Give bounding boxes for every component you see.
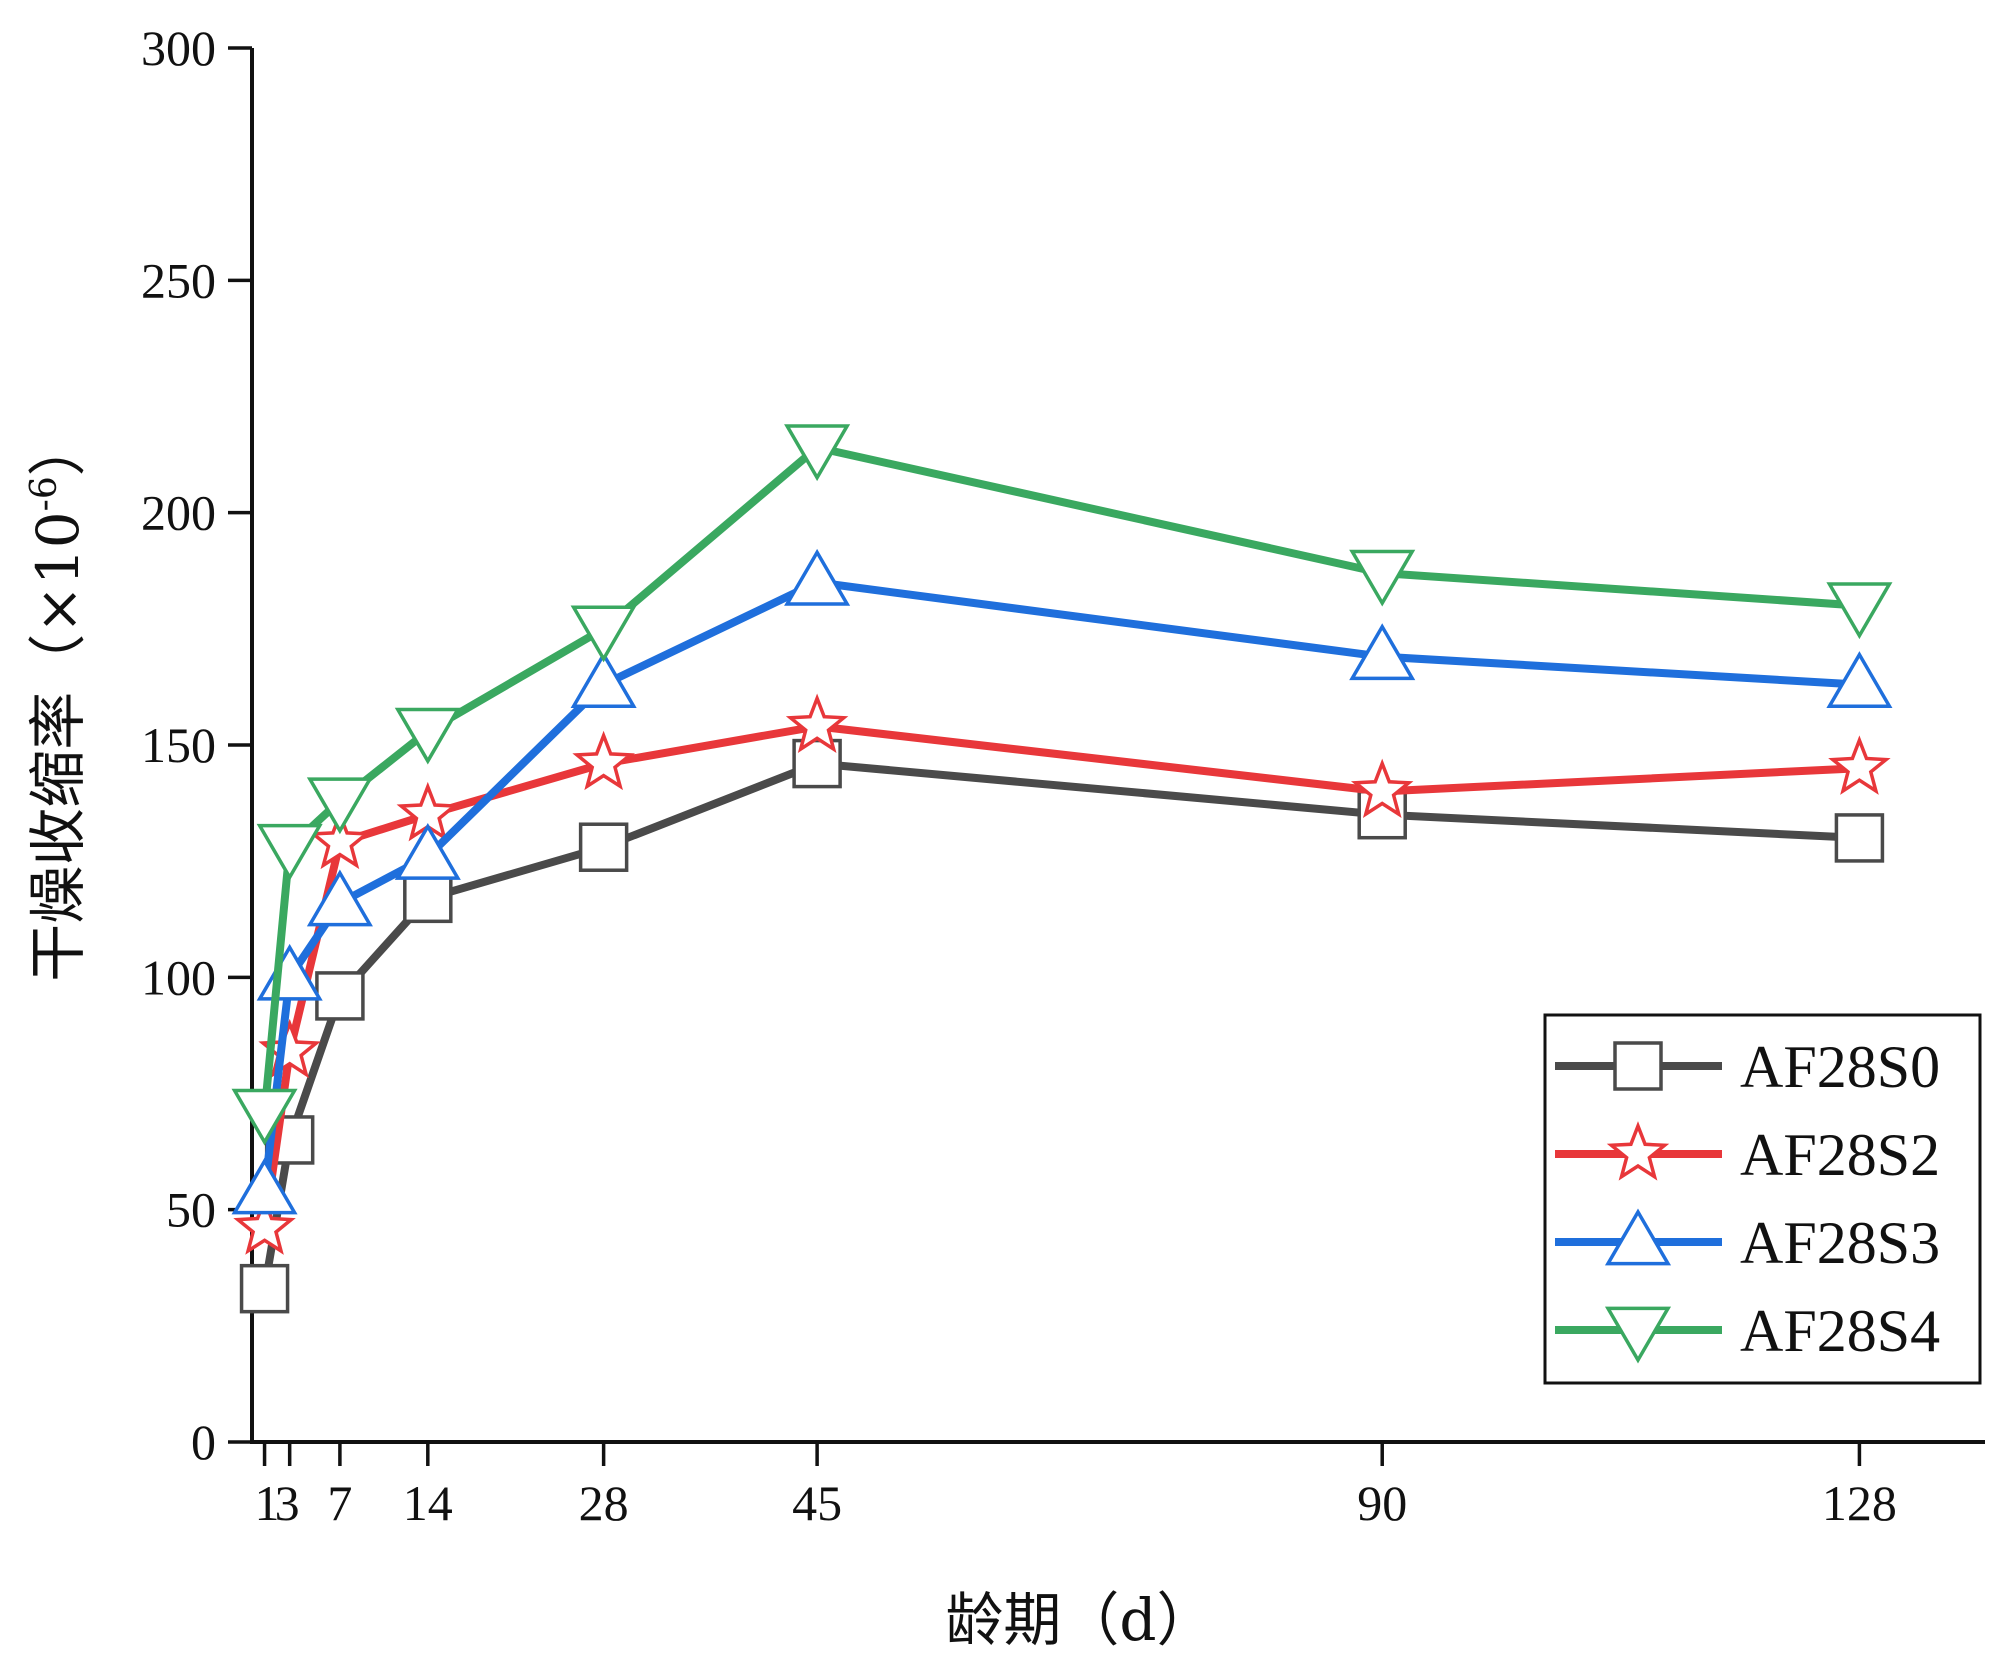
x-ticks: 13 7 14 28 45 90 128 bbox=[255, 1442, 1897, 1531]
series-line bbox=[260, 722, 1860, 1229]
series-AF28S2 bbox=[233, 693, 1891, 1255]
x-tick-label: 28 bbox=[579, 1475, 629, 1531]
legend-entry: AF28S4 bbox=[1555, 1298, 1940, 1364]
data-point bbox=[306, 869, 373, 927]
data-point bbox=[231, 1157, 298, 1215]
legend-marker bbox=[1604, 1306, 1672, 1364]
y-axis-title-main: 干燥收缩率（×10 bbox=[24, 511, 92, 981]
x-tick-label: 128 bbox=[1822, 1475, 1897, 1531]
y-tick-label: 100 bbox=[141, 949, 216, 1005]
data-point bbox=[394, 707, 461, 765]
data-point bbox=[1834, 813, 1885, 863]
legend: AF28S0 AF28S2 AF28S3 AF28S4 bbox=[1543, 1013, 1982, 1385]
data-point bbox=[1350, 758, 1414, 819]
y-tick-label: 50 bbox=[166, 1182, 216, 1238]
data-point bbox=[256, 823, 323, 881]
data-point bbox=[239, 1263, 290, 1314]
data-point bbox=[306, 777, 373, 835]
data-point bbox=[784, 424, 851, 482]
legend-marker bbox=[1606, 1121, 1670, 1181]
series-AF28S3 bbox=[231, 548, 1893, 1215]
x-tick-label: 1 bbox=[255, 1475, 280, 1531]
data-point bbox=[572, 730, 635, 791]
legend-entry: AF28S3 bbox=[1555, 1208, 1940, 1276]
data-point bbox=[231, 1088, 298, 1146]
legend-entry: AF28S2 bbox=[1555, 1121, 1940, 1188]
legend-marker bbox=[1613, 1041, 1663, 1091]
y-tick-label: 150 bbox=[141, 717, 216, 773]
series-AF28S4 bbox=[231, 424, 1893, 1146]
data-point bbox=[570, 605, 637, 663]
y-tick-label: 250 bbox=[141, 252, 216, 308]
y-axis-title: 干燥收缩率（×10-6） bbox=[24, 418, 92, 982]
y-axis-title-close: ） bbox=[24, 418, 92, 476]
legend-label: AF28S4 bbox=[1740, 1298, 1940, 1364]
x-tick-label: 90 bbox=[1357, 1475, 1407, 1531]
x-tick-label: 45 bbox=[792, 1475, 842, 1531]
x-tick-label: 14 bbox=[403, 1475, 453, 1531]
data-point bbox=[1349, 623, 1416, 681]
x-axis-title: 龄期（d） bbox=[945, 1586, 1214, 1654]
y-tick-label: 0 bbox=[191, 1414, 216, 1470]
legend-marker bbox=[1604, 1208, 1672, 1266]
data-point bbox=[578, 822, 629, 872]
y-axis-title-sup: -6 bbox=[24, 476, 65, 511]
x-tick-label: 3 bbox=[275, 1475, 300, 1531]
data-point bbox=[570, 651, 637, 708]
y-ticks: 0 50 100 150 200 250 300 bbox=[141, 20, 252, 1470]
data-point bbox=[1826, 651, 1893, 708]
y-tick-label: 200 bbox=[141, 485, 216, 541]
legend-label: AF28S2 bbox=[1740, 1122, 1940, 1188]
data-point bbox=[394, 823, 461, 880]
series-layer bbox=[231, 424, 1893, 1314]
data-point bbox=[1826, 582, 1893, 640]
data-point bbox=[785, 693, 849, 754]
y-tick-label: 300 bbox=[141, 20, 216, 76]
legend-entry: AF28S0 bbox=[1555, 1034, 1940, 1100]
data-point bbox=[315, 971, 365, 1021]
data-point bbox=[1828, 735, 1891, 795]
x-tick-label: 7 bbox=[327, 1475, 352, 1531]
data-point bbox=[403, 873, 453, 924]
legend-label: AF28S0 bbox=[1740, 1034, 1940, 1100]
legend-label: AF28S3 bbox=[1740, 1210, 1940, 1276]
data-point bbox=[784, 548, 851, 606]
data-point bbox=[308, 809, 372, 870]
data-point bbox=[1349, 549, 1416, 607]
data-point bbox=[233, 1195, 296, 1255]
